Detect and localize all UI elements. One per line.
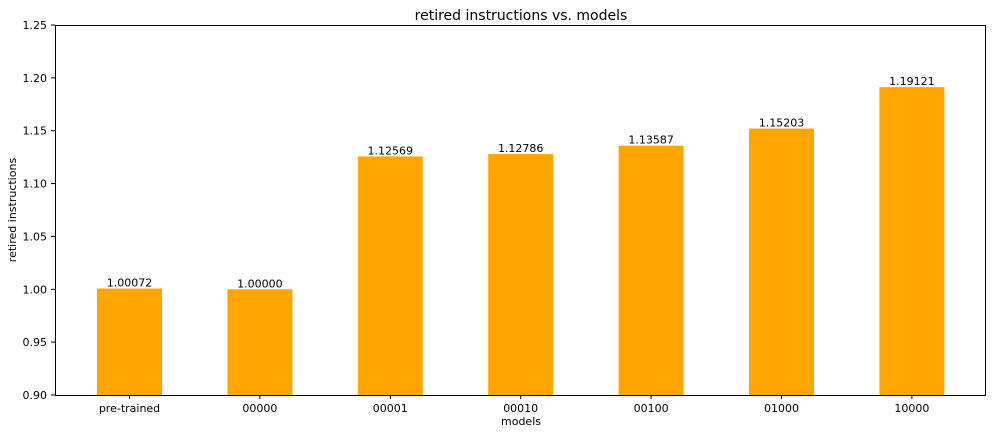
x-tick-label: 01000 (764, 402, 799, 415)
x-tick-label: 00000 (242, 402, 277, 415)
x-tick-label: 10000 (894, 402, 929, 415)
bar-value-label: 1.19121 (889, 75, 935, 88)
bar (879, 87, 945, 396)
x-axis: pre-trained 00000 00001 00010 00100 01000 1000… (99, 395, 929, 415)
bar (357, 156, 423, 395)
bar (227, 289, 293, 395)
y-tick-label: 1.20 (23, 72, 48, 85)
y-tick-label: 1.25 (23, 19, 48, 32)
plot-frame (55, 25, 986, 396)
bar (488, 154, 554, 395)
bar-value-label: 1.13587 (628, 134, 674, 147)
bar (749, 128, 814, 395)
bar-value-label: 1.12569 (368, 144, 414, 157)
y-tick-label: 0.95 (23, 336, 48, 349)
y-tick-label: 0.90 (23, 389, 48, 402)
bar-value-label: 1.00072 (107, 277, 153, 290)
x-tick-label: 00100 (634, 402, 669, 415)
x-tick-label: 00001 (373, 402, 408, 415)
data-labels-layer: 1.00072 1.00000 1.12569 1.12786 1.13587 1.152… (107, 75, 935, 290)
y-tick-label: 1.05 (23, 230, 48, 243)
x-tick-label: 00010 (503, 402, 538, 415)
chart-title: retired instructions vs. models (415, 8, 628, 24)
bar (618, 145, 684, 395)
y-axis: 0.90 0.95 1.00 1.05 1.10 1.15 1.20 1.25 (23, 19, 55, 402)
y-tick-label: 1.00 (23, 283, 48, 296)
bar-value-label: 1.12786 (498, 142, 544, 155)
bar (97, 288, 162, 395)
bar-value-label: 1.15203 (759, 117, 805, 130)
bars-layer (97, 87, 945, 396)
y-tick-label: 1.10 (23, 178, 48, 191)
bar-value-label: 1.00000 (237, 277, 283, 290)
y-tick-label: 1.15 (23, 125, 48, 138)
x-axis-label: models (501, 415, 541, 428)
x-tick-label: pre-trained (99, 402, 160, 415)
y-axis-label: retired instructions (6, 158, 19, 263)
